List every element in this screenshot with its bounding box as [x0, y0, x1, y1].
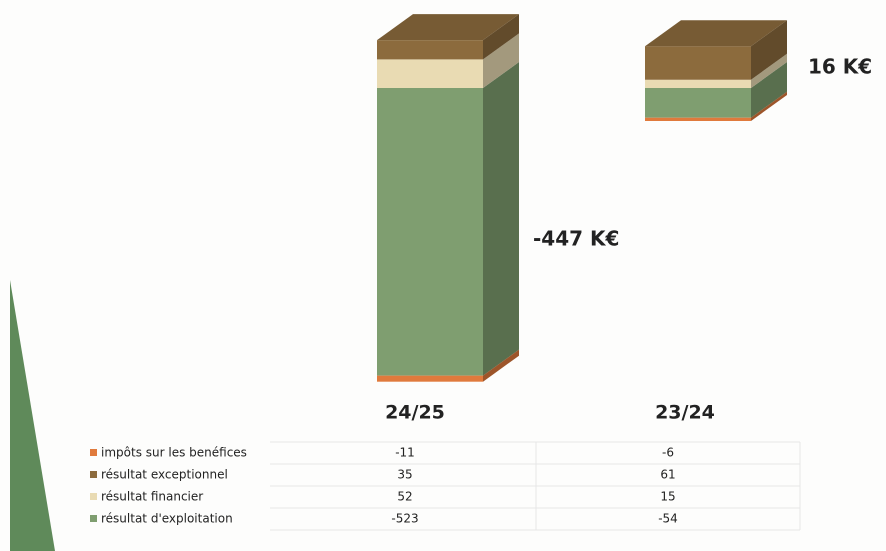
legend-label: résultat exceptionnel — [101, 468, 228, 482]
bar — [377, 40, 483, 60]
legend-swatch — [90, 493, 97, 500]
bar — [377, 59, 483, 88]
x-tick-label: 23/24 — [655, 402, 715, 424]
table-value: -54 — [658, 512, 678, 526]
bar-side — [483, 62, 519, 376]
bar-side — [751, 62, 787, 118]
legend-label: résultat financier — [101, 490, 203, 504]
legend-label: résultat d'exploitation — [101, 512, 233, 526]
legend-swatch — [90, 515, 97, 522]
table-value: 15 — [660, 490, 675, 504]
table-value: 61 — [660, 468, 675, 482]
table-value: 52 — [397, 490, 412, 504]
bar — [645, 79, 751, 88]
bar-top — [645, 20, 787, 47]
bar — [377, 88, 483, 376]
annotation: -447 K€ — [533, 227, 619, 251]
annotation: 16 K€ — [808, 55, 872, 79]
bar — [645, 46, 751, 80]
table-value: -523 — [391, 512, 418, 526]
table-value: 35 — [397, 468, 412, 482]
bar — [377, 375, 483, 382]
bar-side — [751, 53, 787, 88]
bar-side — [483, 349, 519, 382]
legend-label: impôts sur les benéfices — [101, 446, 247, 460]
bar-side — [483, 14, 519, 60]
table-value: -11 — [395, 446, 415, 460]
legend-swatch — [90, 471, 97, 478]
bar-side — [483, 33, 519, 88]
bar-top — [377, 14, 519, 41]
table-value: -6 — [662, 446, 674, 460]
decoration — [10, 280, 55, 551]
bar-side — [751, 91, 787, 121]
table-grid — [270, 441, 801, 531]
bar — [645, 88, 751, 118]
bar-side — [751, 20, 787, 80]
legend-swatch — [90, 449, 97, 456]
bar — [645, 117, 751, 121]
x-tick-label: 24/25 — [385, 402, 445, 424]
